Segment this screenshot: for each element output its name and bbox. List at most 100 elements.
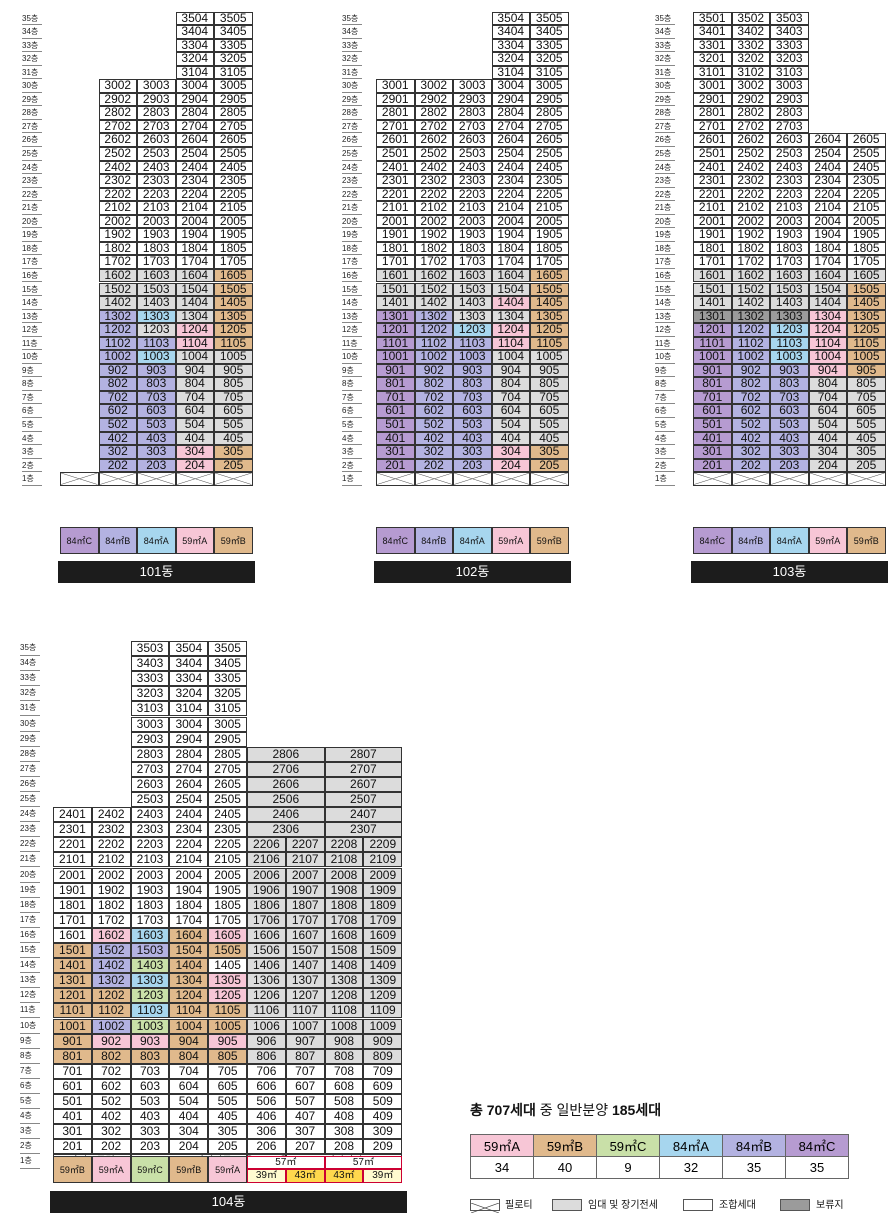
unit-cell: 2005 [530,214,569,229]
unit-cell: 1204 [169,988,209,1004]
legend-swatch: 59㎡B [530,527,569,554]
unit-cell: 502 [731,418,770,432]
floor-label: 8층 [20,1049,40,1064]
unit-cell: 1303 [130,973,170,989]
unit-cell: 3304 [491,38,530,53]
unit-cell: 1402 [414,296,453,310]
unit-cell: 3403 [770,25,809,39]
unit-cell: 2904 [175,92,214,107]
unit-cell: 1902 [414,228,453,242]
floor-label: 3층 [342,445,362,459]
unit-cell: 1902 [98,228,137,242]
unit-cell: 2607 [324,776,403,792]
unit-cell: 2105 [530,201,569,215]
unit-cell: 701 [693,390,732,405]
unit-cell: 1903 [130,882,170,898]
legend-swatch: 59㎡A [91,1156,131,1183]
unit-cell: 1202 [414,323,453,337]
unit-cell: 1705 [208,912,247,928]
unit-cell: 1001 [693,350,732,364]
floor-label: 20층 [342,215,362,229]
unit-cell: 2101 [53,852,92,868]
floor-label: 30층 [20,717,40,732]
unit-cell: 2901 [376,92,415,107]
floor-label: 4층 [20,1109,40,1125]
unit-cell: 1804 [491,241,530,256]
legend-57-sub: 39㎡ [363,1169,403,1183]
floor-label: 32층 [655,52,675,66]
unit-cell: 809 [363,1048,403,1064]
unit-cell: 2804 [491,106,530,120]
unit-cell: 2801 [693,106,732,120]
unit-cell: 702 [91,1063,131,1079]
unit-cell: 302 [91,1124,131,1140]
unit-cell: 704 [491,390,530,405]
floor-label: 12층 [22,323,42,337]
unit-cell: 2303 [130,822,170,838]
unit-cell: 2204 [491,187,530,202]
unit-cell: 3102 [731,65,770,80]
unit-cell: 1506 [247,943,286,959]
unit-cell: 2107 [285,852,325,868]
unit-cell: 1106 [247,1003,286,1019]
unit-cell: 1203 [770,323,809,337]
unit-cell: 2206 [247,837,286,853]
unit-cell: 2401 [693,160,732,175]
unit-cell: 1407 [285,958,325,974]
unit-cell: 505 [208,1094,247,1110]
floor-label: 7층 [342,391,362,405]
unit-cell: 2205 [208,837,247,853]
unit-cell: 403 [453,431,492,446]
unit-cell: 707 [285,1063,325,1079]
unit-cell: 1203 [453,323,492,337]
unit-cell: 1907 [285,882,325,898]
floor-label: 12층 [655,323,675,337]
unit-cell: 702 [98,390,137,405]
unit-cell: 903 [453,363,492,378]
unit-cell: 503 [137,418,176,432]
unit-cell: 2604 [169,776,209,792]
unit-cell: 2104 [169,852,209,868]
legend-swatch: 84㎡C [376,527,415,554]
unit-cell: 704 [808,390,847,405]
unit-cell: 2404 [169,807,209,823]
unit-cell: 1801 [53,897,92,913]
unit-cell: 301 [53,1124,92,1140]
unit-cell: 901 [693,363,732,378]
unit-cell: 2201 [53,837,92,853]
unit-cell: 2902 [414,92,453,107]
floor-label: 25층 [22,147,42,161]
unit-cell: 1604 [169,927,209,943]
unit-cell: 2904 [491,92,530,107]
unit-cell: 1802 [414,241,453,256]
unit-cell: 1607 [285,927,325,943]
unit-cell: 2604 [175,133,214,147]
unit-cell: 1803 [130,897,170,913]
union-label: 조합세대 [719,1200,756,1211]
unit-cell: 404 [491,431,530,446]
unit-cell: 1809 [363,897,403,913]
unit-cell: 801 [53,1048,92,1064]
unit-cell: 2004 [808,214,847,229]
unit-cell: 1205 [208,988,247,1004]
unit-cell: 1801 [376,241,415,256]
unit-cell: 3505 [214,11,253,26]
floor-label: 16층 [20,928,40,943]
unit-cell: 1705 [530,255,569,269]
unit-cell: 1104 [808,336,847,351]
floor-label: 30층 [342,79,362,93]
unit-cell: 1209 [363,988,403,1004]
unit-cell: 2904 [169,731,209,747]
unit-cell: 2704 [169,761,209,777]
unit-cell: 3001 [376,79,415,93]
unit-cell: 2303 [770,174,809,188]
unit-cell: 2103 [130,852,170,868]
unit-cell: 2304 [808,174,847,188]
unit-cell: 705 [530,390,569,405]
unit-cell: 2208 [324,837,364,853]
unit-cell: 1702 [414,255,453,269]
unit-cell: 803 [137,377,176,391]
unit-cell: 2503 [770,147,809,161]
floor-label: 27층 [22,120,42,134]
floor-label: 31층 [22,66,42,80]
